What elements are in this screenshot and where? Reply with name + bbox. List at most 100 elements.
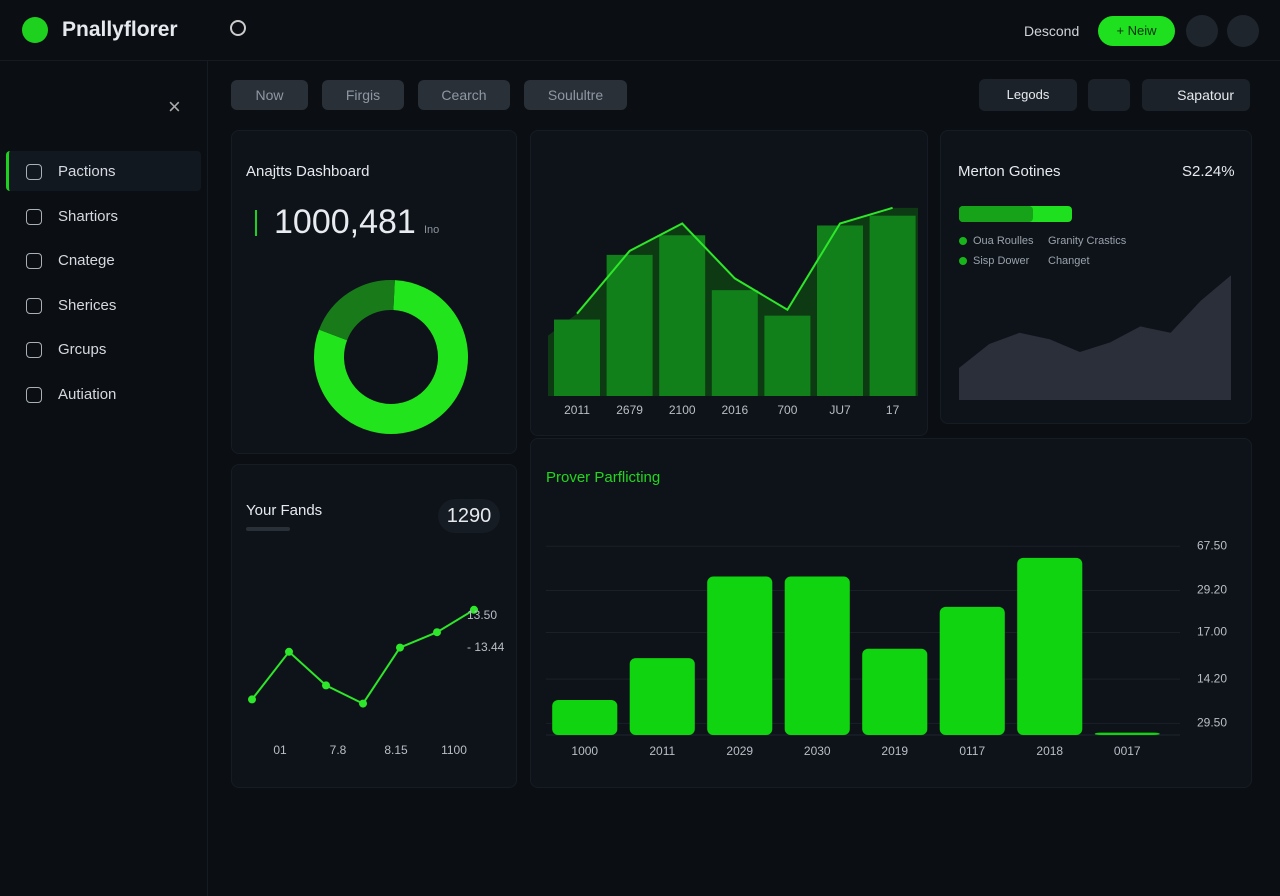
x-tick-label: 2100: [669, 403, 696, 417]
y-tick-label: 17.00: [1197, 625, 1227, 639]
nav-icon[interactable]: [26, 164, 42, 180]
bar: [1094, 732, 1160, 735]
point: [285, 647, 293, 656]
legend-label: Granity Crastics: [1048, 235, 1127, 247]
point: [359, 699, 367, 708]
bar: [869, 215, 916, 396]
panel-value: S2.24%: [1182, 163, 1235, 180]
x-tick-label: 2029: [726, 744, 753, 758]
filter-button[interactable]: Soulultre: [524, 80, 627, 110]
panel-title: Your Fands: [246, 502, 323, 519]
bar: [817, 225, 863, 396]
bar: [659, 235, 706, 396]
point: [396, 643, 404, 652]
header-link[interactable]: Descond: [1024, 23, 1080, 39]
annotation: 13.50: [467, 608, 497, 622]
donut-chart: [314, 280, 468, 434]
x-tick-label: 17: [886, 403, 900, 417]
sidebar: ×: [0, 60, 208, 896]
header: Pnallyflorer Descond + Neiw: [0, 0, 1280, 61]
legend-label: Oua Roulles: [973, 235, 1034, 247]
legend-dot: [959, 237, 967, 245]
bar: [554, 319, 600, 396]
share-button[interactable]: [1186, 15, 1218, 47]
logo: [22, 17, 48, 43]
nav-item[interactable]: Autiation: [58, 386, 117, 403]
point: [470, 605, 478, 614]
bar: [707, 576, 773, 735]
close-icon[interactable]: ×: [168, 94, 181, 119]
nav-icon[interactable]: [26, 342, 42, 359]
x-tick-label: 0017: [1114, 744, 1141, 758]
bar: [629, 658, 695, 735]
x-tick-label: 2030: [804, 744, 831, 758]
underline: [246, 527, 290, 531]
legend-dot: [959, 257, 967, 265]
nav-item[interactable]: Grcups: [58, 341, 107, 359]
x-tick-label: 01: [273, 743, 287, 757]
active-item: [6, 151, 201, 191]
refresh-button[interactable]: [1088, 79, 1130, 111]
bar: [784, 576, 850, 735]
nav-item[interactable]: Cnatege: [58, 252, 115, 270]
search-box[interactable]: Sapatour: [1142, 79, 1250, 111]
bar: [1017, 557, 1083, 735]
nav-icon[interactable]: [26, 297, 42, 314]
x-tick-label: 2011: [649, 744, 675, 758]
panel-title: Anajtts Dashboard: [246, 163, 370, 180]
unit: Ino: [424, 224, 440, 236]
dropdown[interactable]: Legods: [979, 79, 1077, 111]
bar: [862, 648, 928, 735]
area: [959, 275, 1231, 400]
merton-area: [959, 275, 1231, 400]
point: [248, 695, 256, 704]
x-tick-label: 2016: [721, 403, 748, 417]
y-tick-label: 67.50: [1197, 538, 1227, 552]
accent: [255, 210, 257, 236]
bar: [711, 290, 758, 396]
donut-segment: [319, 280, 395, 341]
nav-item[interactable]: Shartiors: [58, 207, 119, 225]
funds-chart: 01 7.8 8.15 1100 13.50 - 13.44: [248, 605, 505, 757]
y-tick-label: 29.50: [1197, 716, 1227, 730]
annotation: - 13.44: [467, 640, 505, 654]
progress: [959, 206, 1072, 222]
nav-icon[interactable]: [26, 208, 42, 225]
menu-button[interactable]: [1227, 15, 1259, 47]
bottom-chart: Prover Parflicting 67.50 29.20 17.00 14.20 29…: [546, 469, 1227, 758]
x-tick-label: 8.15: [384, 743, 408, 757]
x-tick-label: 7.8: [330, 743, 347, 757]
panel-value: 1290: [438, 499, 500, 533]
x-tick-label: 1100: [441, 743, 467, 757]
y-tick-label: 14.20: [1197, 671, 1227, 685]
x-tick-label: 2679: [616, 403, 643, 417]
x-tick-label: 2019: [881, 744, 908, 758]
search-icon[interactable]: [230, 20, 246, 36]
bar: [764, 315, 811, 396]
point: [433, 628, 441, 637]
legend-label: Sisp Dower: [973, 255, 1030, 267]
bar: [606, 254, 653, 396]
bar: [939, 606, 1005, 735]
nav-icon[interactable]: [26, 387, 42, 403]
line: [576, 206, 893, 315]
x-tick-label: 0117: [959, 744, 985, 758]
x-tick-label: 2018: [1036, 744, 1063, 758]
y-tick-label: 29.20: [1197, 583, 1227, 597]
new-button[interactable]: + Neiw: [1098, 16, 1175, 46]
nav-item[interactable]: Sherices: [58, 296, 117, 314]
big-value: 1000,481: [274, 203, 416, 241]
panel-title: Merton Gotines: [958, 163, 1061, 180]
x-tick-label: 700: [777, 403, 797, 417]
nav-item[interactable]: Pactions: [58, 163, 116, 180]
point: [322, 681, 330, 690]
line: [251, 608, 475, 705]
legend-label: Changet: [1048, 255, 1090, 267]
bar: [552, 700, 618, 735]
filter-button[interactable]: Firgis: [322, 80, 404, 110]
filter-button[interactable]: Now: [231, 80, 308, 110]
filter-button[interactable]: Cearch: [418, 80, 510, 110]
nav-icon[interactable]: [26, 253, 42, 270]
x-tick-label: JU7: [829, 403, 851, 417]
